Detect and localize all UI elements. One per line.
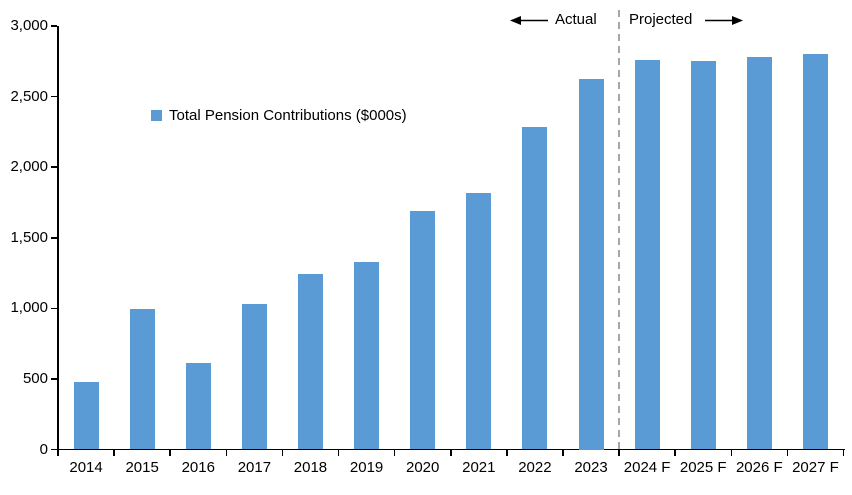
bar-2024-f <box>634 59 660 450</box>
x-axis-label: 2015 <box>125 459 159 476</box>
x-axis-label: 2021 <box>462 459 496 476</box>
legend: Total Pension Contributions ($000s) <box>151 108 407 123</box>
x-axis-label: 2023 <box>574 459 608 476</box>
bar-2020 <box>410 210 436 450</box>
x-axis-tick <box>618 450 620 456</box>
y-axis-label: 1,000 <box>10 299 48 317</box>
x-axis-tick <box>393 450 396 456</box>
x-axis-tick <box>730 450 733 456</box>
y-axis-label: 2,000 <box>10 158 48 176</box>
bar-2027-f <box>802 53 828 450</box>
x-axis-tick <box>842 450 845 456</box>
y-axis-line <box>57 26 59 449</box>
x-axis-tick <box>57 450 59 456</box>
y-axis-tick <box>51 448 57 451</box>
x-axis-label: 2025 F <box>679 459 727 476</box>
bar-2025-f <box>690 61 716 450</box>
x-axis-tick <box>562 450 564 456</box>
bar-2023 <box>578 78 604 450</box>
y-axis-label: 2,500 <box>10 87 48 105</box>
x-axis-label: 2019 <box>349 459 384 476</box>
bar-2014 <box>73 382 99 450</box>
y-axis-label: 1,500 <box>10 228 48 246</box>
x-axis-label: 2020 <box>406 459 440 476</box>
legend-marker-icon <box>151 110 162 121</box>
right-arrow-icon <box>705 16 743 25</box>
x-axis-tick <box>169 450 171 456</box>
projected-label: Projected <box>629 11 693 28</box>
x-axis-label: 2024 F <box>623 459 671 476</box>
y-axis-tick <box>51 237 57 239</box>
bar-2019 <box>354 262 380 450</box>
x-axis-label: 2026 F <box>735 459 783 476</box>
bar-2016 <box>185 363 211 450</box>
x-axis-label: 2016 <box>181 459 215 476</box>
left-arrow-icon <box>510 16 548 25</box>
x-axis-tick <box>506 450 508 456</box>
x-axis-label: 2018 <box>293 459 328 476</box>
x-axis-tick <box>281 450 284 456</box>
bar-2022 <box>522 126 548 450</box>
bar-2017 <box>241 304 267 450</box>
x-axis-tick <box>337 450 340 456</box>
x-axis-label: 2027 F <box>792 459 839 476</box>
y-axis-tick <box>51 378 57 380</box>
bar-2026-f <box>746 57 772 450</box>
actual-label: Actual <box>555 11 597 28</box>
x-axis-line <box>57 448 845 450</box>
x-axis-label: 2017 <box>237 459 272 476</box>
x-axis-tick <box>225 450 228 456</box>
actual-projected-divider <box>617 10 621 450</box>
x-axis-label: 2014 <box>69 459 103 476</box>
x-axis-tick <box>674 450 676 456</box>
legend-label: Total Pension Contributions ($000s) <box>169 107 407 124</box>
y-axis-label: 3,000 <box>10 17 48 34</box>
y-axis-tick <box>51 25 57 27</box>
y-axis-label: 0 <box>39 440 48 458</box>
x-axis-label: 2022 <box>518 459 552 476</box>
x-axis-tick <box>113 450 115 456</box>
y-axis-tick <box>51 307 57 310</box>
bar-2015 <box>129 309 155 450</box>
bar-2021 <box>466 192 492 450</box>
x-axis-tick <box>450 450 452 456</box>
y-axis-label: 500 <box>22 369 48 387</box>
y-axis-tick <box>51 166 57 168</box>
bar-2018 <box>297 274 323 450</box>
x-axis-tick <box>786 450 789 456</box>
y-axis-tick <box>51 95 57 98</box>
